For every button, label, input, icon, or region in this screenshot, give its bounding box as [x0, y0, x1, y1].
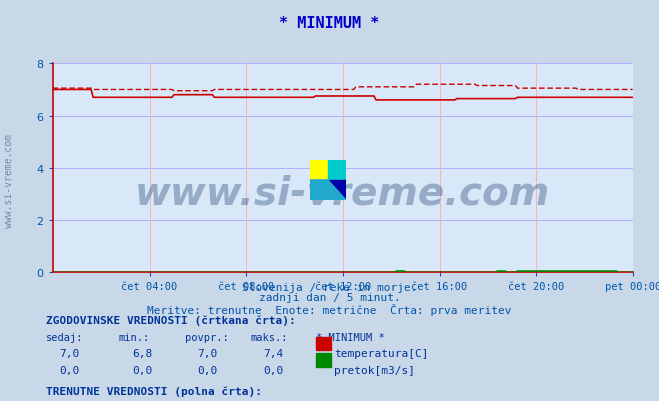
Text: 0,0: 0,0	[198, 365, 218, 375]
Text: 0,0: 0,0	[264, 365, 284, 375]
Text: povpr.:: povpr.:	[185, 332, 228, 342]
Bar	[328, 180, 346, 200]
Text: 0,0: 0,0	[59, 365, 80, 375]
Polygon shape	[310, 180, 346, 200]
Text: sedaj:: sedaj:	[46, 332, 84, 342]
Text: 7,0: 7,0	[198, 348, 218, 358]
Text: min.:: min.:	[119, 332, 150, 342]
Text: www.si-vreme.com: www.si-vreme.com	[135, 174, 550, 213]
Text: 0,0: 0,0	[132, 365, 152, 375]
Text: 6,8: 6,8	[132, 348, 152, 358]
Text: * MINIMUM *: * MINIMUM *	[316, 332, 385, 342]
Text: 7,4: 7,4	[264, 348, 284, 358]
Bar	[328, 160, 346, 180]
Text: www.si-vreme.com: www.si-vreme.com	[3, 134, 14, 227]
Text: * MINIMUM *: * MINIMUM *	[279, 16, 380, 31]
Text: Meritve: trenutne  Enote: metrične  Črta: prva meritev: Meritve: trenutne Enote: metrične Črta: …	[147, 303, 512, 315]
Text: 7,0: 7,0	[59, 348, 80, 358]
Text: zadnji dan / 5 minut.: zadnji dan / 5 minut.	[258, 293, 401, 303]
Text: temperatura[C]: temperatura[C]	[334, 348, 428, 358]
Text: TRENUTNE VREDNOSTI (polna črta):: TRENUTNE VREDNOSTI (polna črta):	[46, 386, 262, 397]
Text: Slovenija / reke in morje.: Slovenija / reke in morje.	[242, 283, 417, 293]
Text: pretok[m3/s]: pretok[m3/s]	[334, 365, 415, 375]
Text: ZGODOVINSKE VREDNOSTI (črtkana črta):: ZGODOVINSKE VREDNOSTI (črtkana črta):	[46, 315, 296, 325]
Bar	[310, 160, 328, 180]
Text: maks.:: maks.:	[250, 332, 288, 342]
